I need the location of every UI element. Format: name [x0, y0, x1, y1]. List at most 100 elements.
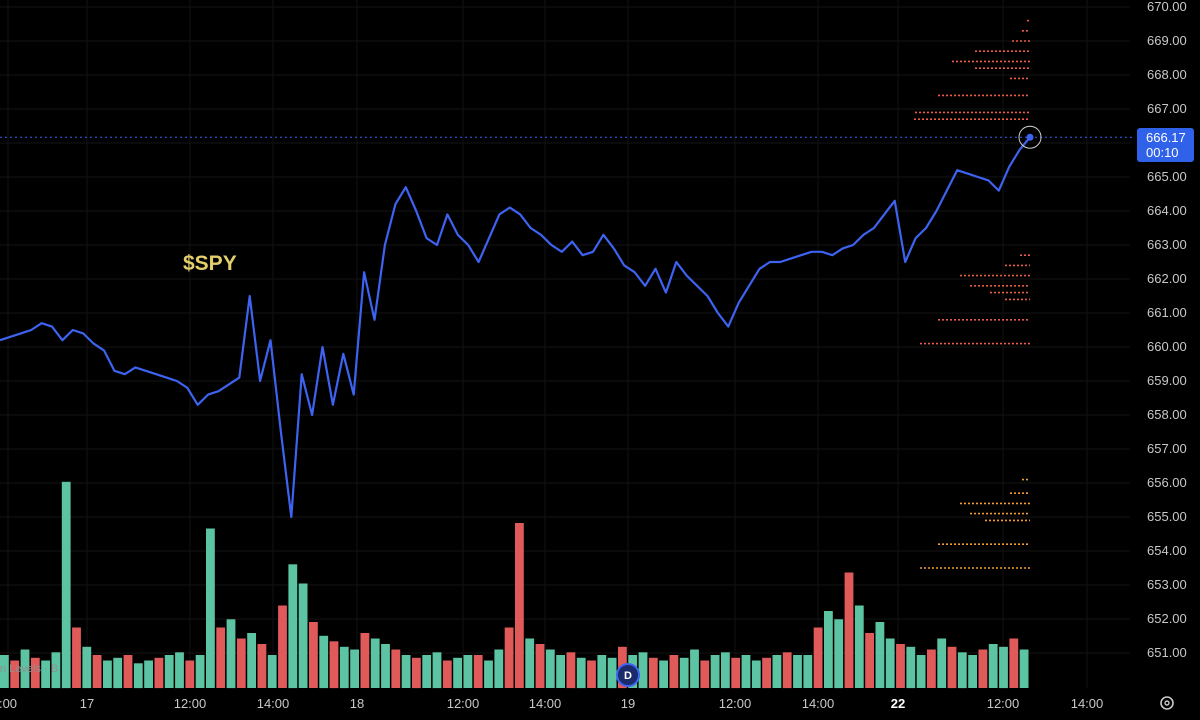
volume-bar [442, 660, 452, 688]
volume-bar [669, 655, 679, 688]
volume-bar [422, 655, 432, 688]
volume-bar [721, 652, 730, 689]
gear-icon[interactable] [1160, 696, 1174, 710]
volume-bar [30, 657, 40, 689]
volume-bar [937, 638, 947, 688]
volume-bar [947, 646, 957, 689]
volume-bar [175, 652, 184, 689]
y-tick-label: 664.00 [1147, 203, 1187, 218]
volume-bar [0, 655, 9, 688]
volume-bar [247, 633, 256, 688]
volume-bar [206, 528, 215, 688]
volume-bar [123, 655, 133, 688]
volume-bar [412, 657, 421, 689]
x-tick-label: 14:00 [257, 696, 290, 711]
x-tick-label: 12:00 [719, 696, 752, 711]
volume-bar [865, 633, 874, 688]
y-tick-label: 652.00 [1147, 611, 1187, 626]
volume-bar [41, 660, 50, 688]
volume-bar [803, 655, 813, 688]
y-tick-label: 658.00 [1147, 407, 1187, 422]
volume-bar [195, 655, 205, 688]
volume-bar [484, 660, 493, 688]
price-tag-countdown: 00:10 [1146, 145, 1179, 160]
volume-bar [339, 646, 349, 689]
dividend-marker[interactable]: D [616, 663, 640, 687]
volume-bar [257, 644, 267, 688]
volume-bar [916, 655, 926, 688]
volume-bar [968, 655, 977, 688]
volume-bar [154, 657, 164, 689]
price-tag: 666.17 00:10 [1137, 128, 1194, 162]
volume-bar [473, 655, 483, 688]
y-tick-label: 667.00 [1147, 101, 1187, 116]
volume-bar [370, 638, 380, 688]
volume-bar [731, 657, 741, 689]
y-tick-label: 670.00 [1147, 0, 1187, 14]
volume-bar [92, 655, 102, 688]
volume-bar [535, 644, 545, 688]
volume-bar [401, 655, 411, 688]
volume-bar [515, 523, 524, 688]
volume-bar [793, 655, 802, 688]
volume-bar [391, 649, 401, 688]
volume-bar [587, 660, 596, 688]
volume-bar [144, 660, 153, 688]
y-tick-label: 661.00 [1147, 305, 1187, 320]
volume-bar [360, 633, 370, 688]
y-tick-label: 669.00 [1147, 33, 1187, 48]
volume-bar [844, 572, 854, 688]
volume-bar [741, 655, 751, 688]
volume-bar [813, 627, 823, 688]
x-tick-label: 19 [621, 696, 635, 711]
legend-text[interactable]: n Levels · B [0, 663, 58, 675]
volume-bar [679, 657, 689, 689]
volume-bar [463, 655, 473, 688]
volume-bar [236, 638, 246, 688]
volume-bar [978, 649, 988, 688]
volume-bar [432, 652, 442, 689]
y-tick-label: 665.00 [1147, 169, 1187, 184]
volume-bar [638, 652, 648, 689]
x-tick-label: 14:00 [1071, 696, 1104, 711]
volume-bar [133, 663, 143, 689]
volume-bar [72, 627, 81, 688]
y-tick-label: 660.00 [1147, 339, 1187, 354]
dividend-marker-letter: D [624, 670, 632, 682]
volume-bar [782, 652, 792, 689]
x-tick-label: 14:00 [802, 696, 835, 711]
x-tick-label: 12:00 [174, 696, 207, 711]
volume-bar [648, 657, 658, 689]
volume-bar [751, 660, 761, 688]
volume-bar [1019, 649, 1029, 688]
volume-bar [576, 657, 586, 689]
volume-bar [988, 644, 998, 688]
volume-bar [164, 655, 174, 688]
x-tick-label: 12:00 [987, 696, 1020, 711]
volume-bar [453, 657, 462, 689]
volume-bars [0, 481, 1029, 689]
y-tick-label: 668.00 [1147, 67, 1187, 82]
volume-bar [957, 652, 967, 689]
volume-bar [885, 638, 895, 688]
volume-bar [494, 649, 504, 688]
volume-bar [20, 649, 30, 688]
volume-bar [999, 646, 1008, 689]
x-axis: :00 17 12:00 14:00 18 12:00 14:00 19 12:00 14:00 2… [0, 696, 1103, 711]
volume-bar [566, 652, 576, 689]
symbol-label: $SPY [183, 252, 237, 275]
volume-bar [350, 649, 359, 688]
x-tick-label: 12:00 [447, 696, 480, 711]
y-tick-label: 663.00 [1147, 237, 1187, 252]
x-tick-label: 17 [80, 696, 94, 711]
x-tick-label: 22 [891, 696, 905, 711]
volume-bar [896, 644, 905, 688]
volume-bar [309, 622, 318, 688]
price-tag-value: 666.17 [1146, 130, 1186, 145]
y-tick-label: 654.00 [1147, 543, 1187, 558]
volume-bar [700, 660, 710, 688]
last-price-marker [1018, 125, 1042, 149]
volume-bar [824, 611, 833, 688]
volume-bar [1009, 638, 1019, 688]
